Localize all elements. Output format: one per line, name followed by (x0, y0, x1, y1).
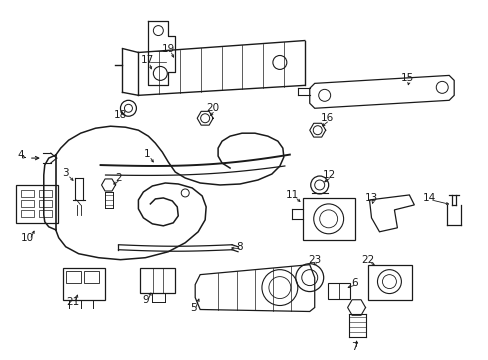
Text: 8: 8 (236, 242, 243, 252)
Text: 9: 9 (142, 294, 148, 305)
Text: 23: 23 (307, 255, 321, 265)
Text: 16: 16 (321, 113, 334, 123)
Text: 6: 6 (350, 278, 357, 288)
Text: 17: 17 (141, 55, 154, 66)
Text: 7: 7 (350, 342, 357, 352)
Text: 15: 15 (400, 73, 413, 84)
Text: 3: 3 (62, 168, 69, 178)
Text: 13: 13 (364, 193, 377, 203)
Text: 4: 4 (18, 150, 24, 160)
Text: 21: 21 (66, 297, 79, 306)
Text: 10: 10 (21, 233, 34, 243)
Text: 14: 14 (422, 193, 435, 203)
Text: 19: 19 (162, 44, 175, 54)
Text: 2: 2 (115, 173, 122, 183)
Text: 1: 1 (144, 149, 150, 159)
Text: 18: 18 (114, 110, 127, 120)
Text: 5: 5 (189, 302, 196, 312)
Text: 12: 12 (323, 170, 336, 180)
Text: 20: 20 (206, 103, 219, 113)
Text: 22: 22 (360, 255, 373, 265)
Text: 11: 11 (285, 190, 299, 200)
